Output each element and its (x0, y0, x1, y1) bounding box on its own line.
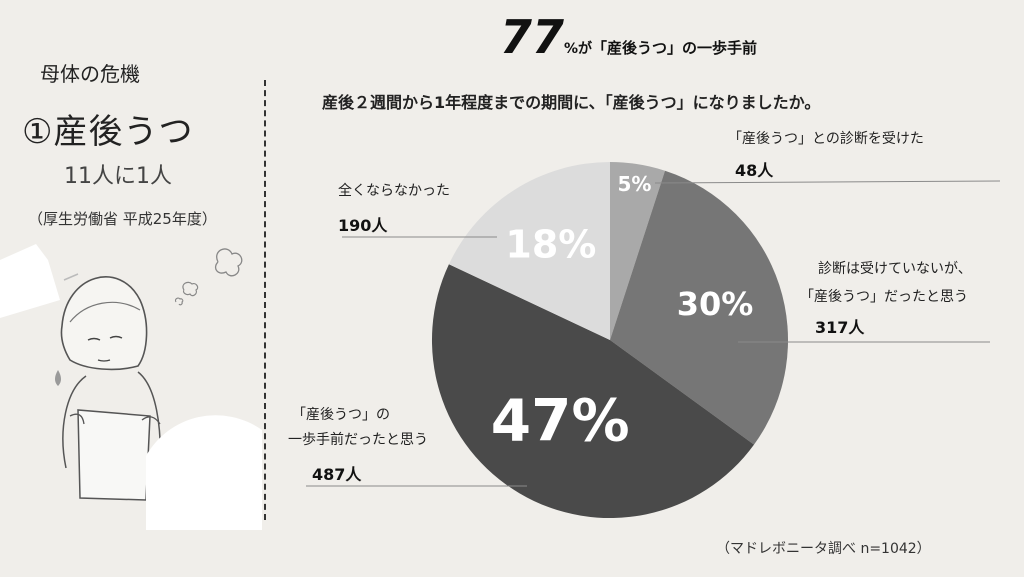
headline-unit: %が (564, 41, 593, 57)
pie-percent-diagnosed: 5% (618, 172, 652, 196)
headline-number: 77 (500, 10, 565, 64)
label-diagnosed: 「産後うつ」との診断を受けた (728, 131, 924, 147)
ratio-text: 11人に1人 (64, 164, 172, 189)
mother-illustration (0, 244, 262, 530)
pie-percent-undiagnosed: 30% (677, 285, 754, 323)
count-diagnosed: 48人 (735, 161, 774, 180)
dashed-divider (264, 80, 266, 520)
label-undiagnosed-line2: 「産後うつ」だったと思う (800, 289, 968, 305)
headline-text: 「産後うつ」の一歩手前 (592, 39, 758, 57)
pie-slice-none (448, 162, 610, 340)
label-near-line2: 一歩手前だったと思う (288, 432, 428, 448)
pie-slice-undiagnosed (610, 170, 789, 445)
leader-line-diagnosed (654, 180, 1001, 184)
headline: 77%が「産後うつ」の一歩手前 (500, 10, 757, 64)
count-none: 190人 (338, 216, 388, 235)
label-near-line1: 「産後うつ」の (292, 407, 390, 423)
label-undiagnosed-line1: 診断は受けていないが、 (818, 261, 972, 277)
source-footnote: （マドレボニータ調べ n=1042） (716, 541, 931, 557)
count-undiagnosed: 317人 (815, 318, 865, 337)
label-none: 全くならなかった (338, 183, 450, 199)
pie-slice-diagnosed (610, 162, 666, 340)
source-text: （厚生労働省 平成25年度） (28, 210, 217, 228)
count-near: 487人 (312, 465, 362, 484)
section-heading: ①産後うつ (22, 112, 194, 152)
pie-slice-near (431, 264, 755, 519)
pie-percent-none: 18% (505, 222, 596, 266)
pie-percent-near: 47% (491, 386, 630, 454)
survey-question: 産後２週間から1年程度までの期間に、「産後うつ」になりましたか。 (322, 93, 821, 112)
section-title: 母体の危機 (40, 62, 140, 86)
